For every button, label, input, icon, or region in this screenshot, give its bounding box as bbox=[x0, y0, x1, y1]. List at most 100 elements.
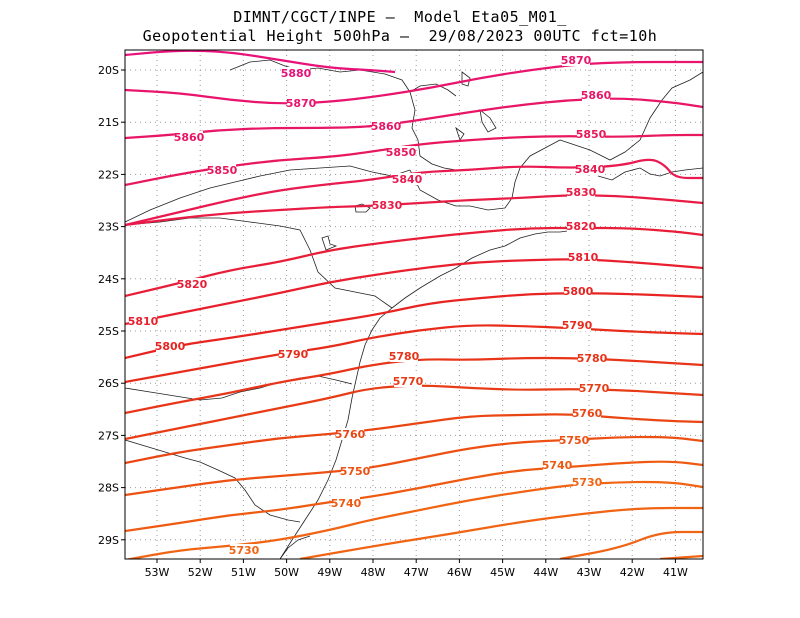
contour-5790 bbox=[125, 324, 703, 384]
contour-5820 bbox=[125, 226, 703, 298]
contour-label-5860: 5860 bbox=[581, 89, 612, 102]
contour-label-bg bbox=[129, 315, 157, 327]
lat-label-24S: 24S bbox=[98, 273, 119, 286]
contour-label-bg bbox=[156, 340, 184, 352]
contour-label-bg bbox=[573, 476, 601, 488]
map-title-line2: Geopotential Height 500hPa – 29/08/2023 … bbox=[142, 27, 658, 45]
contour-label-5750: 5750 bbox=[340, 465, 371, 478]
contour-label-5870: 5870 bbox=[561, 54, 592, 67]
contour-label-bg bbox=[563, 319, 591, 331]
state-border-sp-parana bbox=[125, 217, 393, 309]
contour-label-bg bbox=[562, 54, 590, 66]
contour-label-bg bbox=[567, 186, 595, 198]
contour-label-5840: 5840 bbox=[575, 163, 606, 176]
contour-label-bg bbox=[208, 164, 236, 176]
contour-label-bg bbox=[178, 278, 206, 290]
contour-label-5860: 5860 bbox=[174, 131, 205, 144]
contour-5840 bbox=[125, 158, 703, 227]
contour-label-bg bbox=[175, 131, 203, 143]
contour-label-5780: 5780 bbox=[577, 352, 608, 365]
lon-label-49W: 49W bbox=[317, 566, 342, 579]
contour-label-5800: 5800 bbox=[155, 340, 186, 353]
state-border-mg-rj bbox=[409, 169, 506, 211]
lon-label-47W: 47W bbox=[404, 566, 429, 579]
contour-label-bg bbox=[564, 285, 592, 297]
contour-5740 bbox=[125, 460, 703, 533]
lat-label-26S: 26S bbox=[98, 377, 119, 390]
lon-label-43W: 43W bbox=[577, 566, 602, 579]
lat-label-21S: 21S bbox=[98, 116, 119, 129]
contour-lower-0 bbox=[299, 506, 703, 559]
contour-label-5750: 5750 bbox=[559, 434, 590, 447]
lon-label-51W: 51W bbox=[231, 566, 256, 579]
contour-label-bg bbox=[560, 434, 588, 446]
lat-label-23S: 23S bbox=[98, 221, 119, 234]
contour-label-5810: 5810 bbox=[128, 315, 159, 328]
contour-label-bg bbox=[573, 407, 601, 419]
reservoir-5 bbox=[455, 126, 465, 141]
contour-label-bg bbox=[332, 497, 360, 509]
lat-label-20S: 20S bbox=[98, 64, 119, 77]
lat-label-29S: 29S bbox=[98, 534, 119, 547]
contour-label-bg bbox=[341, 465, 369, 477]
contour-5810 bbox=[125, 258, 703, 326]
contour-label-bg bbox=[372, 120, 400, 132]
state-border-mg-sp bbox=[125, 165, 411, 223]
contour-label-5780: 5780 bbox=[389, 350, 420, 363]
contour-5800 bbox=[125, 292, 703, 360]
lon-label-41W: 41W bbox=[663, 566, 688, 579]
coast-bahia bbox=[559, 71, 703, 161]
lat-label-28S: 28S bbox=[98, 482, 119, 495]
coast-sp-rj bbox=[391, 229, 576, 309]
lon-label-50W: 50W bbox=[274, 566, 299, 579]
contour-label-5790: 5790 bbox=[562, 319, 593, 332]
contour-label-5830: 5830 bbox=[566, 186, 597, 199]
contour-label-bg bbox=[373, 199, 401, 211]
contour-label-bg bbox=[543, 459, 571, 471]
contour-label-bg bbox=[336, 428, 364, 440]
contour-label-5880: 5880 bbox=[281, 67, 312, 80]
contour-5870 bbox=[125, 60, 703, 105]
contour-5880 bbox=[125, 50, 396, 74]
reservoir-2 bbox=[321, 235, 338, 251]
lon-label-48W: 48W bbox=[361, 566, 386, 579]
lon-label-44W: 44W bbox=[533, 566, 558, 579]
contour-label-5810: 5810 bbox=[568, 251, 599, 264]
contour-label-bg bbox=[567, 220, 595, 232]
contour-label-5740: 5740 bbox=[331, 497, 362, 510]
lat-label-22S: 22S bbox=[98, 168, 119, 181]
lat-label-27S: 27S bbox=[98, 429, 119, 442]
contour-label-bg bbox=[230, 544, 258, 556]
contour-label-5850: 5850 bbox=[207, 164, 238, 177]
contour-label-bg bbox=[577, 128, 605, 140]
contour-label-bg bbox=[390, 350, 418, 362]
border-uruguay bbox=[279, 535, 311, 559]
lat-label-25S: 25S bbox=[98, 325, 119, 338]
height-contours bbox=[125, 50, 703, 559]
coastline-borders bbox=[125, 59, 703, 559]
contour-label-5770: 5770 bbox=[579, 382, 610, 395]
contour-label-5730: 5730 bbox=[229, 544, 260, 557]
lon-label-53W: 53W bbox=[145, 566, 170, 579]
contour-labels: 5880 5870 5870 5860 5860 5860 5850 5850 5850 5840… bbox=[128, 54, 612, 557]
contour-label-5850: 5850 bbox=[386, 146, 417, 159]
contour-label-5820: 5820 bbox=[177, 278, 208, 291]
contour-label-bg bbox=[394, 375, 422, 387]
map-title-line1: DIMNT/CGCT/INPE – Model Eta05_M01_ bbox=[233, 8, 567, 26]
coast-south bbox=[279, 307, 393, 559]
contour-label-5850: 5850 bbox=[576, 128, 607, 141]
border-paraguay bbox=[125, 439, 301, 523]
state-border-mg-bahia bbox=[409, 83, 457, 97]
contour-label-5740: 5740 bbox=[542, 459, 573, 472]
contour-label-5790: 5790 bbox=[278, 348, 309, 361]
reservoir-3 bbox=[461, 71, 471, 87]
contour-label-bg bbox=[279, 348, 307, 360]
contour-label-bg bbox=[580, 382, 608, 394]
reservoir-1 bbox=[354, 203, 371, 213]
contour-label-bg bbox=[387, 146, 415, 158]
contour-label-bg bbox=[287, 97, 315, 109]
contour-label-5860: 5860 bbox=[371, 120, 402, 133]
contour-label-bg bbox=[576, 163, 604, 175]
border-argentina bbox=[125, 375, 353, 401]
contour-label-bg bbox=[282, 67, 310, 79]
